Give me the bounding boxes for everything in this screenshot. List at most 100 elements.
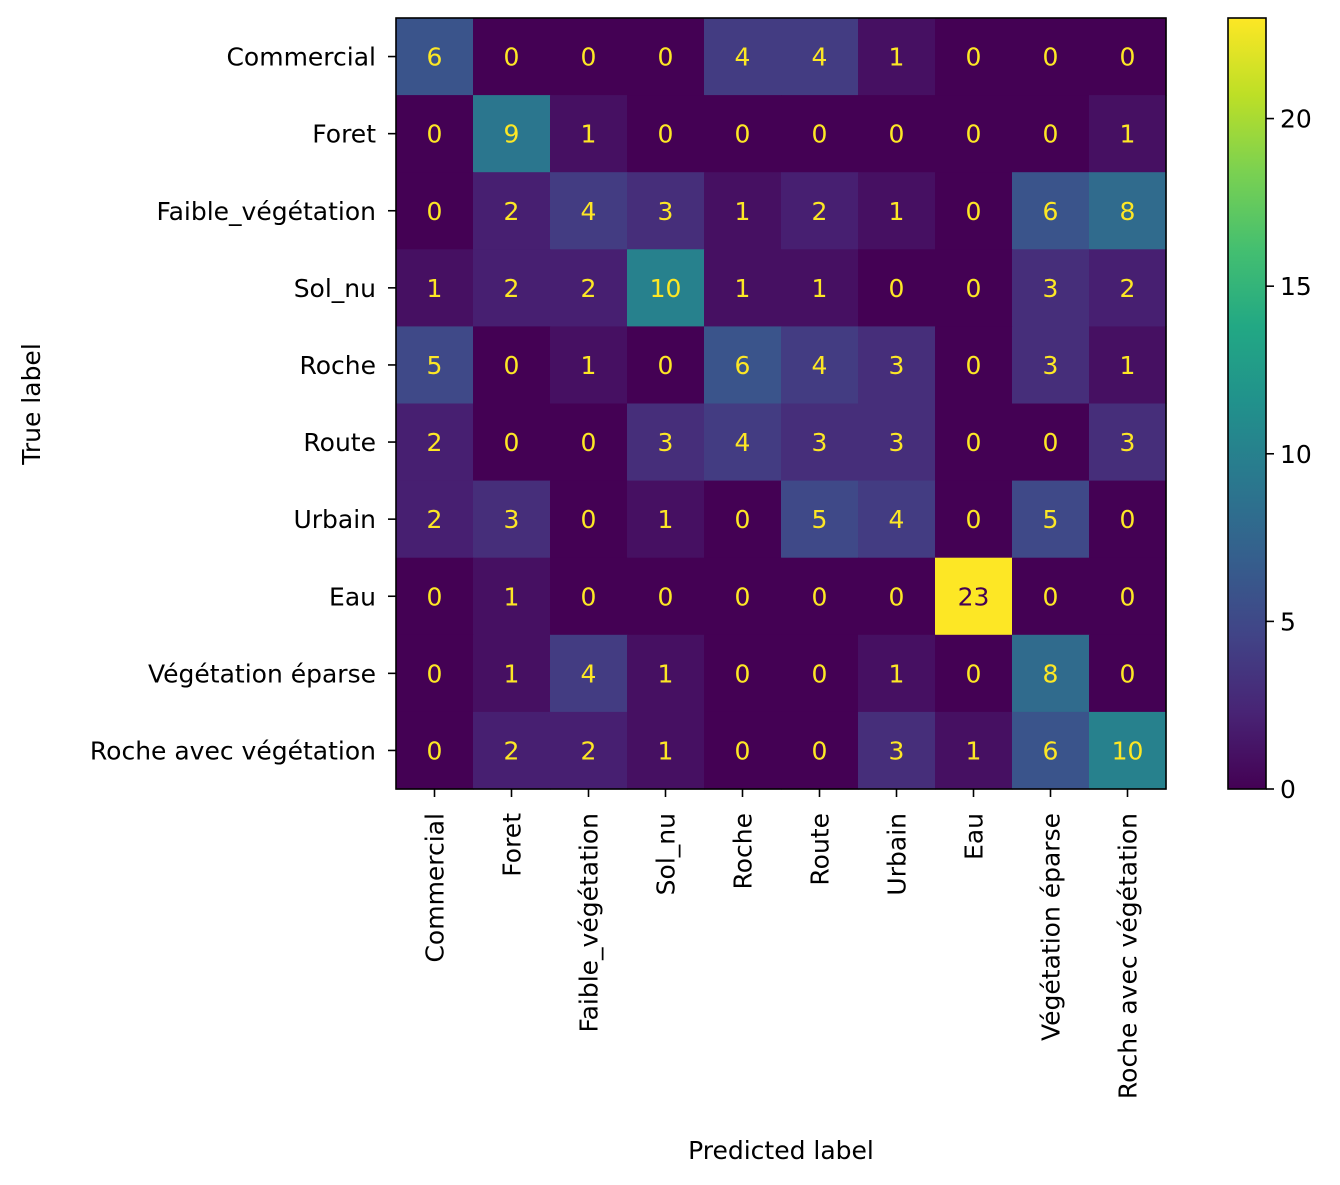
heatmap-cell [704, 18, 782, 96]
cell-value-label: 0 [735, 659, 751, 688]
heatmap-cell [1089, 249, 1167, 327]
cell-value-label: 0 [581, 428, 597, 457]
cell-value-label: 2 [427, 505, 443, 534]
cell-value-label: 1 [581, 351, 597, 380]
heatmap-cell [473, 326, 551, 405]
heatmap-cell [550, 711, 628, 790]
cell-value-label: 6 [427, 43, 443, 72]
cell-value-label: 0 [427, 582, 443, 611]
cell-value-label: 2 [427, 428, 443, 457]
colorbar-tick-label: 10 [1280, 440, 1312, 469]
cell-value-label: 3 [1043, 274, 1059, 303]
x-axis-ticks: Commercial Foret Faible_végétation Sol_nu Ro… [421, 789, 1143, 1099]
cell-value-label: 4 [812, 43, 828, 72]
heatmap-cell [781, 326, 859, 405]
heatmap-cell [473, 403, 551, 482]
heatmap-cell [550, 403, 628, 482]
cell-value-label: 3 [1120, 428, 1136, 457]
heatmap-cells [396, 18, 1167, 790]
heatmap-cell [396, 18, 474, 96]
heatmap-cell [550, 634, 628, 713]
cell-value-label: 0 [1043, 43, 1059, 72]
cell-value-label: 1 [1120, 120, 1136, 149]
heatmap-cell [935, 403, 1013, 482]
x-tick-label: Eau [960, 813, 989, 860]
heatmap-cell [935, 249, 1013, 327]
y-axis-ticks: Commercial Foret Faible_végétation Sol_nu Ro… [90, 43, 396, 765]
heatmap-cell [1012, 18, 1090, 96]
heatmap-cell [550, 95, 628, 173]
cell-value-label: 4 [889, 505, 905, 534]
colorbar-tick-label: 5 [1280, 607, 1296, 636]
cell-value-label: 0 [581, 43, 597, 72]
heatmap-cell [473, 711, 551, 790]
heatmap-cell [704, 326, 782, 405]
y-tick-label: Roche avec végétation [90, 736, 376, 765]
heatmap-cell [1089, 95, 1167, 173]
x-axis-label: Predicted label [688, 1136, 874, 1165]
cell-value-label: 0 [658, 43, 674, 72]
heatmap-cell [858, 172, 936, 250]
x-tick-label: Sol_nu [652, 813, 681, 895]
heatmap-cell [781, 557, 859, 636]
heatmap-cell [1089, 403, 1167, 482]
heatmap-cell [1089, 634, 1167, 713]
heatmap-cell [396, 557, 474, 636]
colorbar-ticks: 0 5 10 15 20 [1266, 105, 1312, 804]
cell-value-label: 5 [1043, 505, 1059, 534]
cell-value-label: 5 [812, 505, 828, 534]
cell-value-label: 0 [581, 505, 597, 534]
cell-value-label: 0 [966, 43, 982, 72]
x-tick-label: Commercial [421, 813, 450, 963]
heatmap-cell [627, 172, 705, 250]
heatmap-cell [1012, 249, 1090, 327]
heatmap-cell [935, 172, 1013, 250]
heatmap-cell [935, 480, 1013, 559]
heatmap-cell [627, 634, 705, 713]
cell-value-label: 3 [1043, 351, 1059, 380]
heatmap-cell [781, 634, 859, 713]
cell-value-label: 8 [1120, 197, 1136, 226]
y-tick-label: Faible_végétation [157, 197, 376, 226]
heatmap-cell-labels: 6 0 0 0 4 4 1 0 0 00 9 1 0 0 0 0 0 0 10 2 4 3 1 2 1 0 6 81 2 2 10 1 1 0 0 3… [427, 43, 1144, 766]
heatmap-cell [473, 18, 551, 96]
heatmap-cell [935, 326, 1013, 405]
heatmap-cell [781, 711, 859, 790]
heatmap-cell [396, 480, 474, 559]
y-tick-label: Eau [329, 582, 376, 611]
cell-value-label: 23 [958, 582, 990, 611]
heatmap-cell [627, 557, 705, 636]
x-tick-label: Végétation éparse [1037, 813, 1066, 1041]
heatmap-cell [858, 249, 936, 327]
cell-value-label: 0 [966, 197, 982, 226]
heatmap-cell [858, 634, 936, 713]
cell-value-label: 0 [812, 582, 828, 611]
heatmap-cell [858, 95, 936, 173]
cell-value-label: 1 [658, 659, 674, 688]
cell-value-label: 2 [581, 274, 597, 303]
y-tick-label: Commercial [226, 43, 376, 72]
heatmap-cell [1012, 557, 1090, 636]
heatmap-cell [1012, 172, 1090, 250]
cell-value-label: 0 [966, 428, 982, 457]
cell-value-label: 0 [427, 197, 443, 226]
y-tick-label: Roche [299, 351, 376, 380]
heatmap-cell [550, 18, 628, 96]
colorbar-tick-label: 20 [1280, 105, 1312, 134]
heatmap-cell [1012, 480, 1090, 559]
cell-value-label: 3 [889, 736, 905, 765]
cell-value-label: 1 [889, 197, 905, 226]
heatmap-cell [858, 480, 936, 559]
heatmap-cell [473, 249, 551, 327]
heatmap-cell [627, 18, 705, 96]
heatmap-cell [1089, 18, 1167, 96]
heatmap-cell [1089, 326, 1167, 405]
heatmap-cell [473, 634, 551, 713]
heatmap-cell [1089, 711, 1167, 790]
heatmap-cell [704, 172, 782, 250]
heatmap-cell [473, 95, 551, 173]
heatmap-cell [704, 249, 782, 327]
cell-value-label: 2 [504, 736, 520, 765]
heatmap-cell [704, 95, 782, 173]
